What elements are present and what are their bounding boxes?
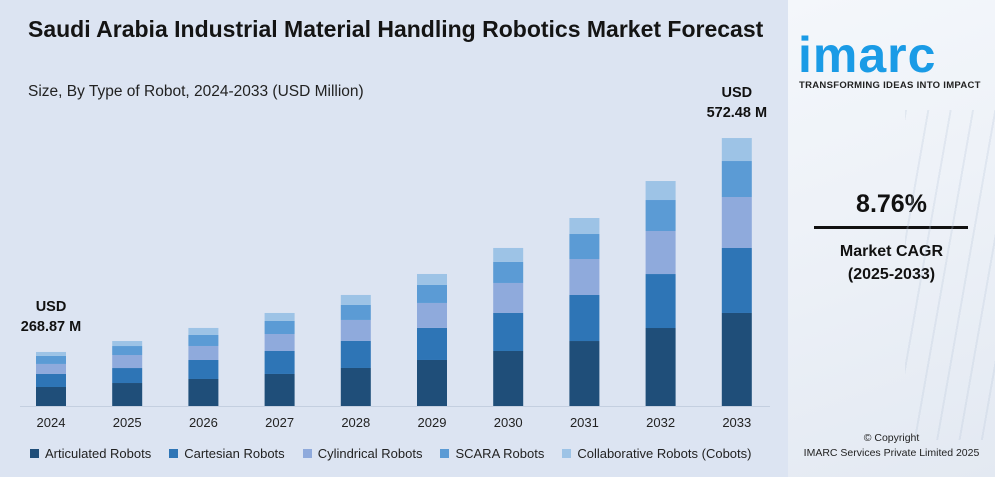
bar-segment-2030-0 — [493, 350, 524, 406]
bar-segment-2028-3 — [340, 304, 371, 320]
bar-segment-2024-2 — [36, 363, 66, 374]
x-tick-label: 2033 — [722, 415, 751, 430]
bar-segment-2024-3 — [36, 355, 66, 364]
x-tick-label: 2032 — [646, 415, 675, 430]
bar-segment-2032-2 — [645, 231, 676, 275]
bar-segment-2032-4 — [645, 181, 676, 201]
legend-swatch — [30, 449, 39, 458]
brand-tagline: TRANSFORMING IDEAS INTO IMPACT — [799, 80, 981, 91]
bar-segment-2026-4 — [188, 327, 219, 335]
bar-segment-2025-0 — [112, 383, 143, 406]
legend-item: Articulated Robots — [30, 446, 151, 461]
bar-segment-2031-2 — [569, 259, 600, 296]
bar-segment-2025-2 — [112, 355, 143, 369]
bar-segment-2024-0 — [36, 386, 66, 406]
legend-label: SCARA Robots — [455, 446, 545, 461]
bar-segment-2032-1 — [645, 274, 676, 329]
legend-label: Cylindrical Robots — [317, 446, 423, 461]
bar-segment-2027-4 — [264, 312, 295, 321]
total-annotation: 268.87 M — [21, 319, 81, 335]
stacked-bar-chart: 2024 USD 268.87 M 2025 2026 2027 2028 2029 2030 2… — [20, 85, 770, 430]
x-tick-label: 2025 — [113, 415, 142, 430]
bar-segment-2026-3 — [188, 334, 219, 346]
bar-segment-2028-1 — [340, 340, 371, 368]
bar-segment-2030-2 — [493, 282, 524, 313]
bar-segment-2030-1 — [493, 312, 524, 351]
total-annotation: 572.48 M — [707, 105, 767, 121]
legend-item: Cartesian Robots — [169, 446, 285, 461]
bar-segment-2024-4 — [36, 351, 66, 356]
bar-segment-2024-1 — [36, 373, 66, 387]
x-tick-label: 2030 — [494, 415, 523, 430]
chart-subtitle: Size, By Type of Robot, 2024-2033 (USD M… — [28, 83, 364, 100]
total-annotation: USD — [721, 85, 752, 101]
cagr-label-text: Market CAGR — [839, 243, 944, 260]
x-tick-label: 2028 — [341, 415, 370, 430]
legend-swatch — [169, 449, 179, 458]
bar-segment-2025-3 — [112, 346, 143, 356]
bar-segment-2025-1 — [112, 368, 143, 384]
bar-segment-2027-0 — [264, 373, 295, 406]
bar-segment-2029-3 — [417, 284, 447, 303]
bar-segment-2029-4 — [417, 273, 447, 285]
bar-segment-2033-1 — [721, 248, 752, 313]
legend-item: Collaborative Robots (Cobots) — [562, 446, 751, 461]
x-tick-label: 2027 — [265, 415, 294, 430]
bar-segment-2026-2 — [188, 345, 219, 360]
bar-segment-2031-1 — [569, 295, 600, 342]
bar-segment-2032-0 — [645, 328, 676, 406]
chart-title: Saudi Arabia Industrial Material Handlin… — [28, 16, 764, 42]
x-tick-label: 2024 — [37, 415, 66, 430]
cagr-period: (2025-2033) — [847, 266, 936, 283]
bar-segment-2031-3 — [569, 234, 600, 260]
company-name: IMARC Services Private Limited 2025 — [803, 447, 980, 459]
bar-segment-2026-0 — [188, 378, 219, 406]
bar-segment-2029-0 — [417, 359, 447, 406]
legend-label: Collaborative Robots (Cobots) — [577, 446, 752, 461]
bar-segment-2028-2 — [340, 319, 371, 341]
bar-segment-2029-1 — [417, 327, 447, 360]
legend-item: SCARA Robots — [440, 446, 544, 461]
bar-segment-2025-4 — [112, 341, 143, 347]
legend-swatch — [302, 449, 312, 458]
bar-segment-2029-2 — [417, 302, 447, 328]
bar-segment-2033-3 — [721, 161, 752, 198]
bar-segment-2033-2 — [721, 197, 752, 249]
bar-segment-2032-3 — [645, 200, 676, 232]
legend-label: Cartesian Robots — [184, 446, 285, 461]
bar-segment-2031-0 — [569, 341, 600, 406]
x-tick-label: 2031 — [570, 415, 599, 430]
bar-segment-2030-3 — [493, 261, 524, 283]
x-tick-label: 2029 — [418, 415, 447, 430]
bar-segment-2030-4 — [493, 247, 524, 262]
legend-label: Articulated Robots — [45, 446, 152, 461]
brand-panel: imarc TRANSFORMING IDEAS INTO IMPACT 8.7… — [788, 0, 995, 477]
copyright-text: © Copyright — [863, 432, 920, 444]
legend-swatch — [440, 449, 450, 458]
legend-item: Cylindrical Robots — [302, 446, 423, 461]
bar-segment-2026-1 — [188, 359, 219, 379]
bar-segment-2033-4 — [721, 138, 752, 162]
legend-swatch — [562, 449, 572, 458]
x-tick-label: 2026 — [189, 415, 218, 430]
cagr-label: Market CAGR (2025-2033) — [788, 240, 995, 286]
bar-segment-2028-4 — [340, 294, 371, 305]
bar-segment-2033-0 — [721, 312, 752, 406]
bar-segment-2031-4 — [569, 217, 600, 235]
cagr-divider — [814, 226, 968, 229]
total-annotation: USD — [36, 299, 67, 315]
bar-segment-2027-2 — [264, 334, 295, 351]
bar-segment-2027-3 — [264, 320, 295, 335]
chart-legend: Articulated Robots Cartesian Robots Cylind… — [30, 446, 751, 461]
bar-segment-2027-1 — [264, 350, 295, 374]
cagr-value: 8.76% — [856, 190, 927, 218]
imarc-logo: imarc — [798, 27, 937, 83]
copyright: © Copyright IMARC Services Private Limit… — [788, 431, 995, 461]
bar-segment-2028-0 — [340, 367, 371, 406]
